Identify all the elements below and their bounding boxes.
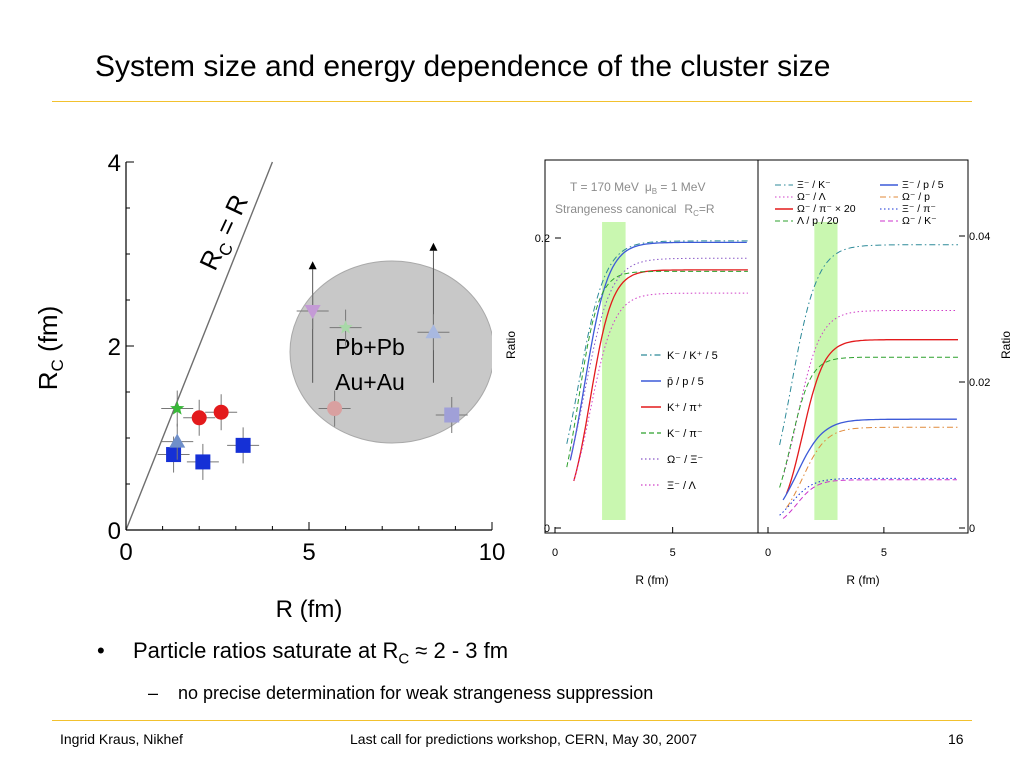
legend-label: Ξ⁻ / Λ [667,480,697,492]
data-point-square [195,454,211,470]
svg-text:RC = R: RC = R [193,190,257,276]
model-ratio-panels: 0 0.2 0 5 0 0.02 0.04 0 5 T = 170 MeV μB = 1 MeV… [504,159,1013,587]
sub-bullet-text: no precise determination for weak strang… [178,683,654,703]
panel-x-tick-label: 0 [552,547,558,559]
data-point-square [235,437,251,453]
data-point-square [166,447,182,463]
bullet-tail: ≈ 2 - 3 fm [409,638,509,663]
sub-bullet-marker: – [148,683,159,703]
legend-label: Ω⁻ / π⁻ × 20 [797,203,856,215]
footer-event: Last call for predictions workshop, CERN… [350,731,698,747]
legend-label: Ω⁻ / K⁻ [902,215,937,227]
data-point-triangle-down [304,305,321,320]
right-y-axis-label: Ratio [999,331,1013,359]
legend-label: Ω⁻ / p [902,191,930,203]
data-point-circle [327,401,343,417]
highlight-region-ellipse [289,260,492,444]
ratio-curve [782,418,957,501]
right-panel-frame [757,159,969,534]
region-label-line-2: Au+Au [335,369,405,395]
legend-label: K⁻ / π⁻ [667,428,703,440]
left-x-axis-label: R (fm) [276,596,343,623]
footer-divider [52,720,972,721]
ratio-curve [786,426,958,508]
panel-x-tick-label: 0 [765,547,771,559]
legend-label: Ω⁻ / Λ [797,191,826,203]
bullet-subscript: C [398,650,410,668]
legend-label: K⁻ / K⁺ / 5 [667,350,718,362]
panel-y-tick-label: 0 [544,523,550,535]
legend-label: Ξ⁻ / π⁻ [902,203,936,215]
ratio-curve [573,292,748,481]
left-y-axis-label: RC (fm) [33,306,67,390]
ratio-curve [782,479,957,519]
ratio-curve [779,244,958,446]
ratio-curve [566,270,748,468]
left-x-tick-label: 10 [479,539,506,566]
ratio-curve [779,356,958,488]
legend-label: K⁺ / π⁺ [667,402,703,414]
data-point-star [338,320,353,334]
ratio-curve [569,257,747,459]
data-point-circle [191,410,207,426]
legend-label: Ω⁻ / Ξ⁻ [667,454,703,466]
mid-x-axis-label: R (fm) [635,573,668,587]
data-point-triangle [169,433,186,448]
legend-label: Λ / p / 20 [797,215,839,227]
title-divider [52,101,972,102]
reference-line-label: RC = R [193,190,257,276]
legend-label: Ξ⁻ / p / 5 [902,179,944,191]
limit-arrow-head [308,261,317,270]
right-green-band [814,222,838,520]
panel-y-tick-label: 0.02 [969,377,990,389]
limit-arrow-head [429,242,438,251]
bullet-marker: • [97,638,105,663]
panel-y-tick-label: 0.04 [969,231,990,243]
left-y-tick-label: 4 [108,150,121,177]
model-parameters-annotation: T = 170 MeV μB = 1 MeV Strangeness canoni… [555,180,715,218]
slide-title: System size and energy dependence of the… [95,50,831,83]
ratio-curve [785,339,958,494]
left-x-tick-label: 0 [119,539,132,566]
ratio-curve [569,241,747,461]
ratio-curve [779,477,958,516]
footer-page-number: 16 [948,731,964,747]
left-scatter-plot: Pb+Pb Au+Au 0 5 10 0 2 4 RC = R R (fm) RC (f… [33,150,505,623]
panel-x-tick-label: 5 [881,547,887,559]
data-point-square [444,407,460,423]
right-x-axis-label: R (fm) [846,573,879,587]
panel-x-tick-label: 5 [670,547,676,559]
panel-y-tick-label: 0.2 [535,233,550,245]
data-point-triangle [425,324,442,339]
reference-line [125,161,274,531]
ratio-curve [782,310,957,477]
ratio-curve [566,240,748,444]
bullet-text: Particle ratios saturate at R [133,638,399,663]
left-y-tick-label: 2 [108,334,121,361]
legend-label: Ξ⁻ / K⁻ [797,179,831,191]
sub-bullet: – no precise determination for weak stran… [148,683,653,704]
data-point-star [170,401,185,415]
svg-text:RC (fm): RC (fm) [33,306,67,390]
mid-y-axis-label: Ratio [504,331,518,359]
left-x-tick-label: 5 [302,539,315,566]
legend-label: p̄ / p / 5 [667,376,704,388]
panel-y-tick-label: 0 [969,523,975,535]
main-bullet: • Particle ratios saturate at RC ≈ 2 - 3 … [97,638,508,667]
footer-author: Ingrid Kraus, Nikhef [60,731,183,747]
data-point-circle [213,404,229,420]
ratio-curve [573,269,748,482]
left-y-tick-label: 0 [108,518,121,545]
mid-green-band [602,222,626,520]
region-label-line-1: Pb+Pb [335,334,405,360]
